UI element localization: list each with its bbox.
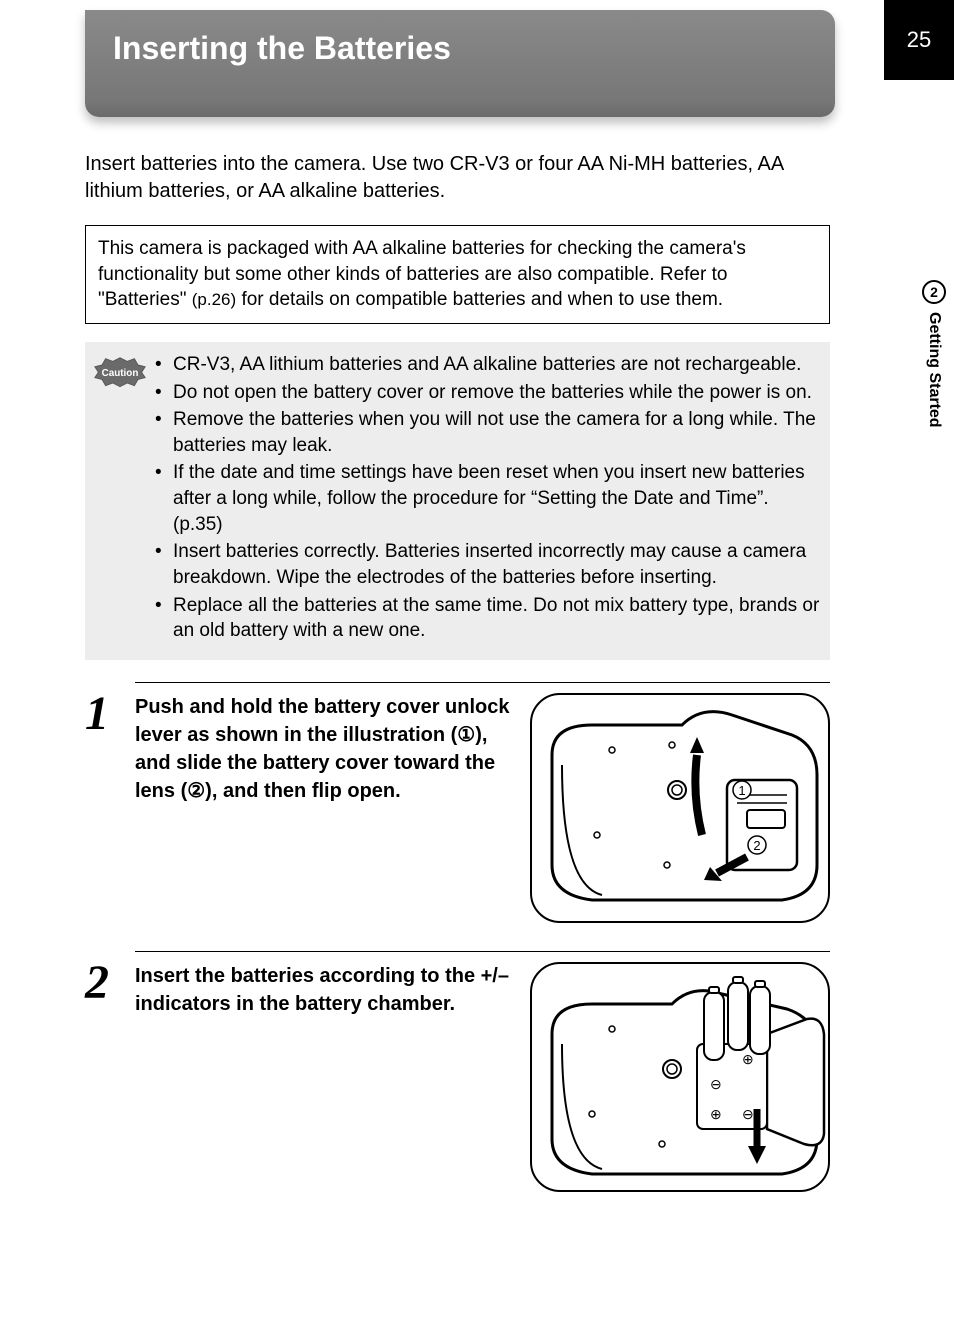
svg-text:⊖: ⊖	[710, 1076, 722, 1092]
info-text-after: for details on compatible batteries and …	[236, 289, 723, 310]
page-content: Inserting the Batteries Insert batteries…	[85, 10, 845, 1220]
section-label: Getting Started	[925, 312, 943, 428]
svg-text:2: 2	[753, 838, 760, 853]
caution-badge-label: Caution	[102, 368, 139, 379]
svg-text:⊕: ⊕	[742, 1051, 754, 1067]
step-body: Insert the batteries according to the +/…	[135, 951, 830, 1192]
caution-icon: Caution	[93, 356, 147, 388]
step-text: Insert the batteries according to the +/…	[135, 962, 510, 1192]
section-number: 2	[930, 284, 938, 300]
caution-item: Replace all the batteries at the same ti…	[155, 593, 822, 644]
svg-text:1: 1	[738, 783, 745, 798]
figure-battery-cover: 1 2	[530, 693, 830, 923]
caution-item: If the date and time settings have been …	[155, 460, 822, 537]
svg-text:⊕: ⊕	[710, 1106, 722, 1122]
caution-item: Remove the batteries when you will not u…	[155, 407, 822, 458]
info-page-ref: (p.26)	[192, 290, 236, 309]
page-title-banner: Inserting the Batteries	[85, 10, 835, 117]
caution-block: Caution CR-V3, AA lithium batteries and …	[85, 342, 830, 660]
page-number-text: 25	[907, 27, 931, 53]
step-text: Push and hold the battery cover unlock l…	[135, 693, 510, 923]
caution-item: CR-V3, AA lithium batteries and AA alkal…	[155, 352, 822, 378]
caution-item: Do not open the battery cover or remove …	[155, 380, 822, 406]
intro-paragraph: Insert batteries into the camera. Use tw…	[85, 151, 830, 205]
step-number: 2	[85, 951, 135, 1004]
section-tab: 2 Getting Started	[914, 280, 954, 500]
svg-text:⊖: ⊖	[742, 1106, 754, 1122]
section-number-circle: 2	[922, 280, 946, 304]
step-row: 2 Insert the batteries according to the …	[85, 951, 830, 1192]
step-number: 1	[85, 682, 135, 735]
step-row: 1 Push and hold the battery cover unlock…	[85, 682, 830, 923]
caution-list: CR-V3, AA lithium batteries and AA alkal…	[155, 352, 822, 646]
page-number: 25	[884, 0, 954, 80]
caution-badge-wrap: Caution	[85, 352, 155, 646]
figure-insert-batteries: ⊖ ⊕ ⊕ ⊖	[530, 962, 830, 1192]
step-body: Push and hold the battery cover unlock l…	[135, 682, 830, 923]
page-title: Inserting the Batteries	[113, 30, 451, 66]
caution-item: Insert batteries correctly. Batteries in…	[155, 539, 822, 590]
info-box: This camera is packaged with AA alkaline…	[85, 225, 830, 324]
